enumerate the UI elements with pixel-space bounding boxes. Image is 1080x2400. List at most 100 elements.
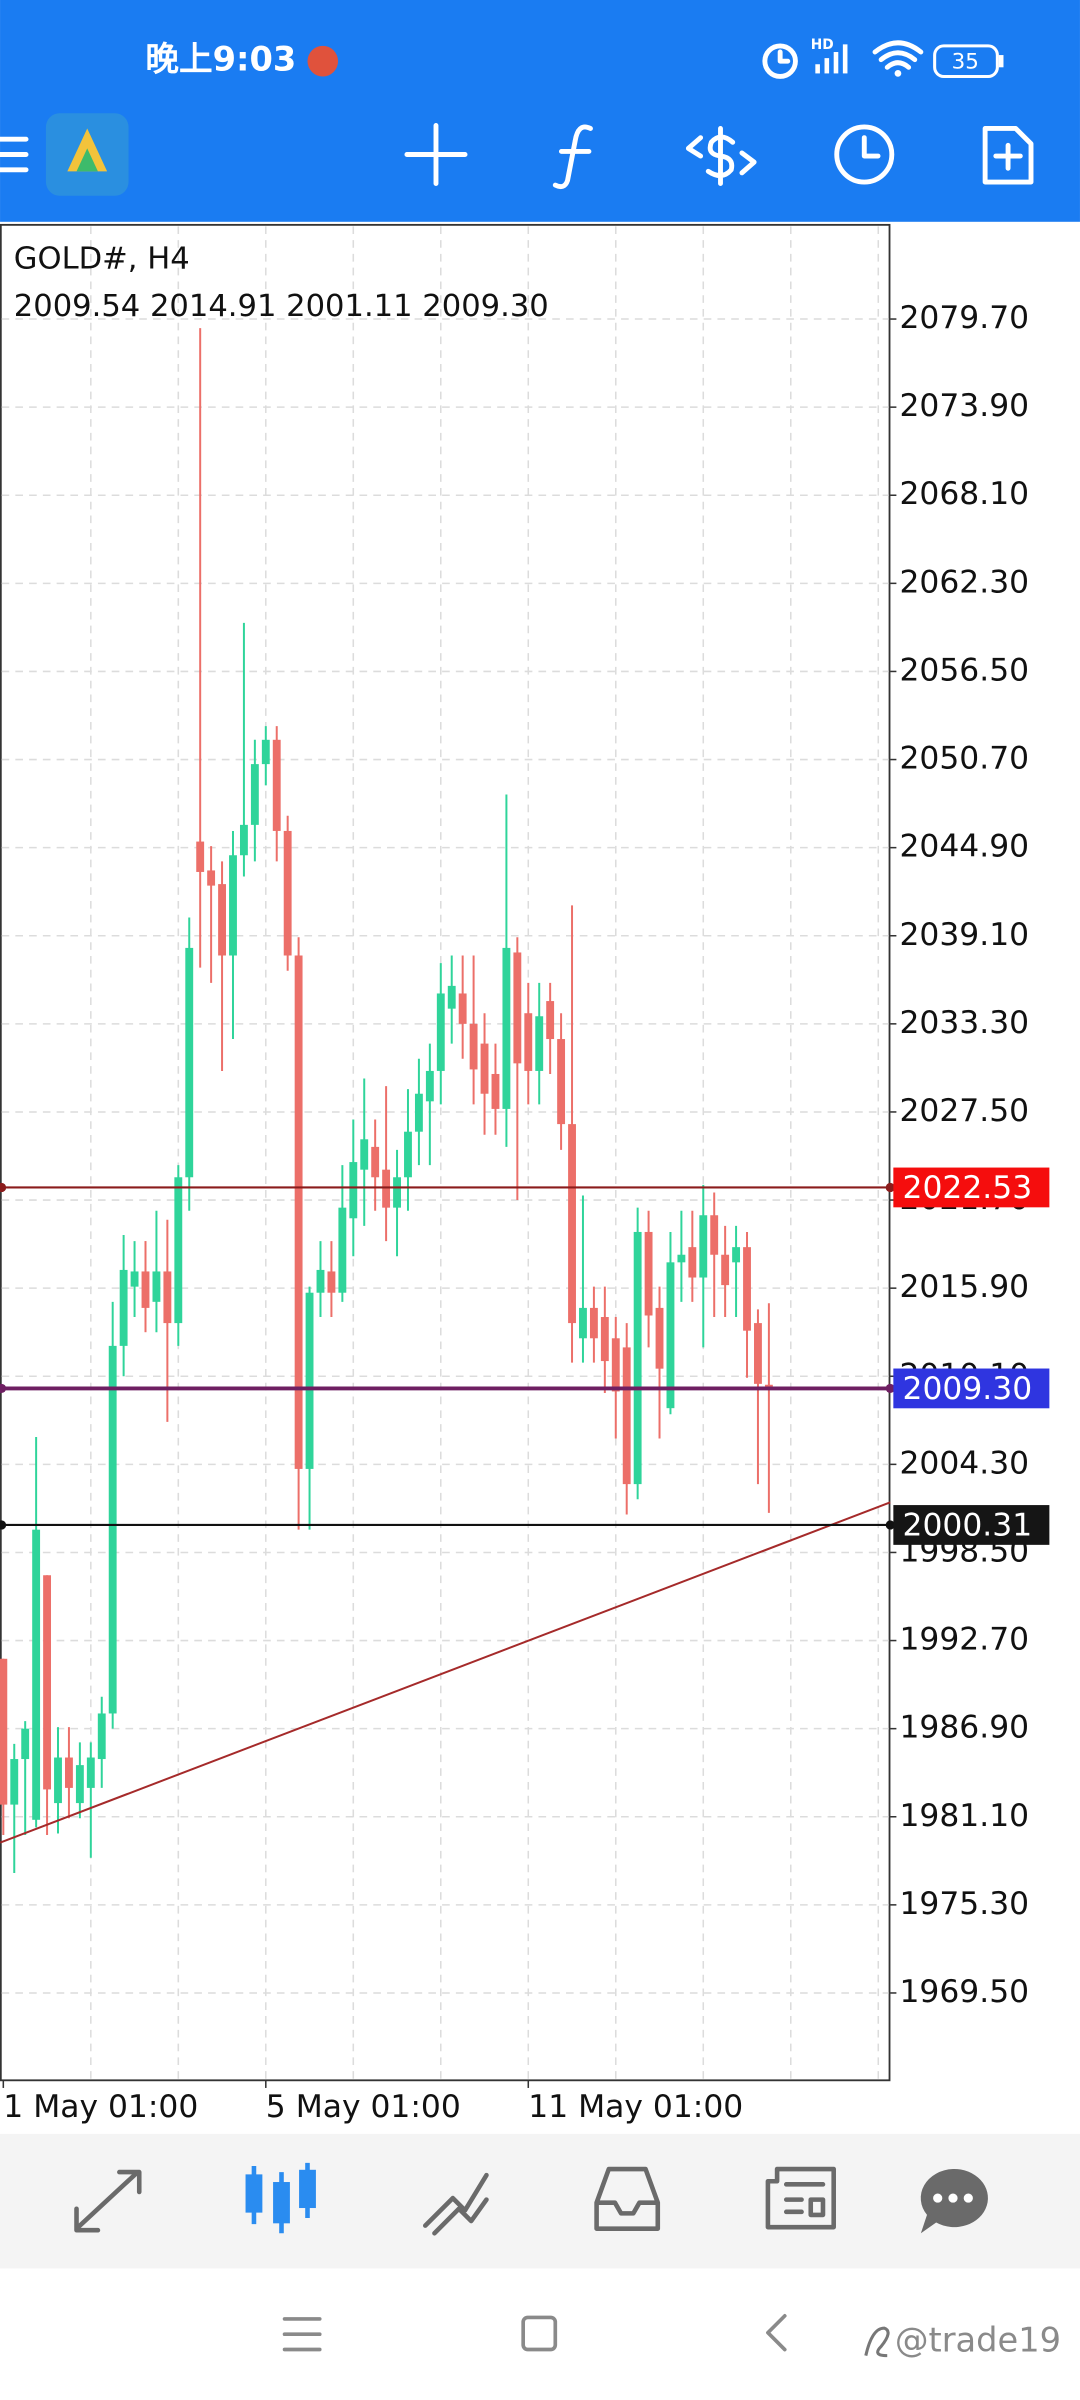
candle-body [600, 1317, 609, 1362]
candle-body [458, 993, 467, 1024]
candle-body [75, 1765, 84, 1804]
chart-tab[interactable] [245, 2162, 316, 2234]
candle-body [272, 739, 281, 831]
candle-body [218, 884, 226, 956]
symbol-label: GOLD#, H4 [14, 242, 190, 277]
candle-body [196, 841, 205, 872]
candle-body [589, 1307, 598, 1339]
price-tag-label: 2000.31 [903, 1507, 1033, 1543]
status-app-icon [307, 45, 339, 77]
candle-body [677, 1254, 686, 1263]
candle-body [163, 1271, 172, 1324]
history-tab[interactable] [594, 2166, 661, 2231]
candle-body [447, 985, 456, 1009]
level-end [885, 1182, 895, 1193]
candle-body [294, 955, 303, 1469]
nav-home[interactable] [521, 2315, 558, 2352]
candle-body [130, 1271, 139, 1287]
price-tag [893, 1167, 1050, 1208]
status-icons: HD [762, 37, 1004, 79]
candle-body [502, 947, 511, 1109]
candle-body [119, 1269, 128, 1346]
candle-body [414, 1093, 423, 1132]
candle-body [732, 1247, 741, 1263]
candle-body [97, 1713, 106, 1760]
candle-body [349, 1162, 358, 1219]
level-end [0, 1383, 7, 1393]
history-button[interactable] [834, 124, 895, 185]
app-icon[interactable] [45, 113, 129, 196]
y-tick-label: 1986.90 [899, 1710, 1029, 1746]
trade-tab[interactable] [422, 2172, 489, 2236]
news-tab[interactable] [765, 2166, 836, 2230]
candle-body [557, 1039, 566, 1125]
watermark: @trade19 [895, 2320, 1061, 2359]
price-tag-label: 2009.30 [903, 1371, 1033, 1407]
x-tick-label: 11 May 01:00 [528, 2089, 743, 2125]
trade-button[interactable] [685, 126, 757, 187]
level-end [885, 1520, 895, 1530]
nav-menu[interactable] [282, 2317, 322, 2352]
level-end [0, 1182, 7, 1193]
candle-body [371, 1146, 380, 1178]
candle-body [721, 1254, 730, 1286]
candle-body [491, 1073, 500, 1109]
candle-body [305, 1292, 314, 1469]
candle-body [229, 855, 237, 956]
y-tick-label: 1975.30 [899, 1886, 1029, 1922]
candle-body [21, 1728, 30, 1760]
y-tick-label: 1969.50 [899, 1974, 1029, 2010]
candle-body [546, 1001, 555, 1040]
candle-body [622, 1347, 631, 1485]
y-tick-label: 1981.10 [899, 1798, 1029, 1834]
quotes-tab[interactable] [74, 2169, 142, 2233]
y-tick-label: 2044.90 [899, 829, 1029, 865]
y-tick-label: 2062.30 [899, 564, 1029, 600]
candle-body [699, 1215, 708, 1278]
candle-body [316, 1269, 325, 1293]
candle-body [250, 764, 259, 825]
candle-body [688, 1247, 697, 1278]
price-tag [893, 1505, 1050, 1545]
candle-body [360, 1139, 369, 1170]
candle-body [611, 1338, 620, 1392]
menu-button[interactable] [0, 136, 29, 173]
level-end [0, 1520, 7, 1530]
watermark-logo [864, 2326, 890, 2358]
candle-body [108, 1345, 117, 1714]
candle-body [382, 1169, 391, 1208]
candle-body [185, 947, 194, 1178]
y-tick-label: 2039.10 [899, 917, 1029, 953]
indicators-button[interactable] [552, 124, 593, 190]
y-tick-label: 2027.50 [899, 1093, 1029, 1129]
candle-body [0, 1658, 8, 1805]
candle-body [480, 1043, 489, 1094]
candle-body [10, 1759, 19, 1805]
candle-body [54, 1757, 62, 1804]
candle-body [32, 1529, 41, 1820]
candle-body [535, 1016, 544, 1071]
x-tick-label: 5 May 01:00 [266, 2089, 461, 2125]
price-tag-label: 2022.53 [903, 1170, 1033, 1206]
candle-body [404, 1131, 412, 1178]
crosshair-button[interactable] [404, 122, 468, 187]
y-tick-label: 1992.70 [899, 1622, 1029, 1658]
x-tick-label: 1 May 01:00 [3, 2089, 198, 2125]
candle-body [579, 1307, 587, 1339]
app-header [0, 0, 1080, 222]
new-order-button[interactable] [982, 126, 1034, 185]
messages-tab[interactable] [920, 2169, 988, 2234]
trendline [0, 1501, 891, 1844]
candle-body [141, 1271, 150, 1308]
y-tick-label: 2015.90 [899, 1269, 1029, 1305]
candle-body [568, 1124, 576, 1324]
candle-body [327, 1271, 336, 1293]
candle-body [86, 1757, 95, 1788]
quote-label: 2009.54 2014.91 2001.11 2009.30 [14, 289, 549, 324]
nav-back[interactable] [766, 2314, 787, 2352]
candle-body [644, 1231, 653, 1316]
svg-text:HD: HD [811, 37, 834, 53]
y-tick-label: 2073.90 [899, 388, 1029, 424]
candle-body [261, 739, 270, 765]
